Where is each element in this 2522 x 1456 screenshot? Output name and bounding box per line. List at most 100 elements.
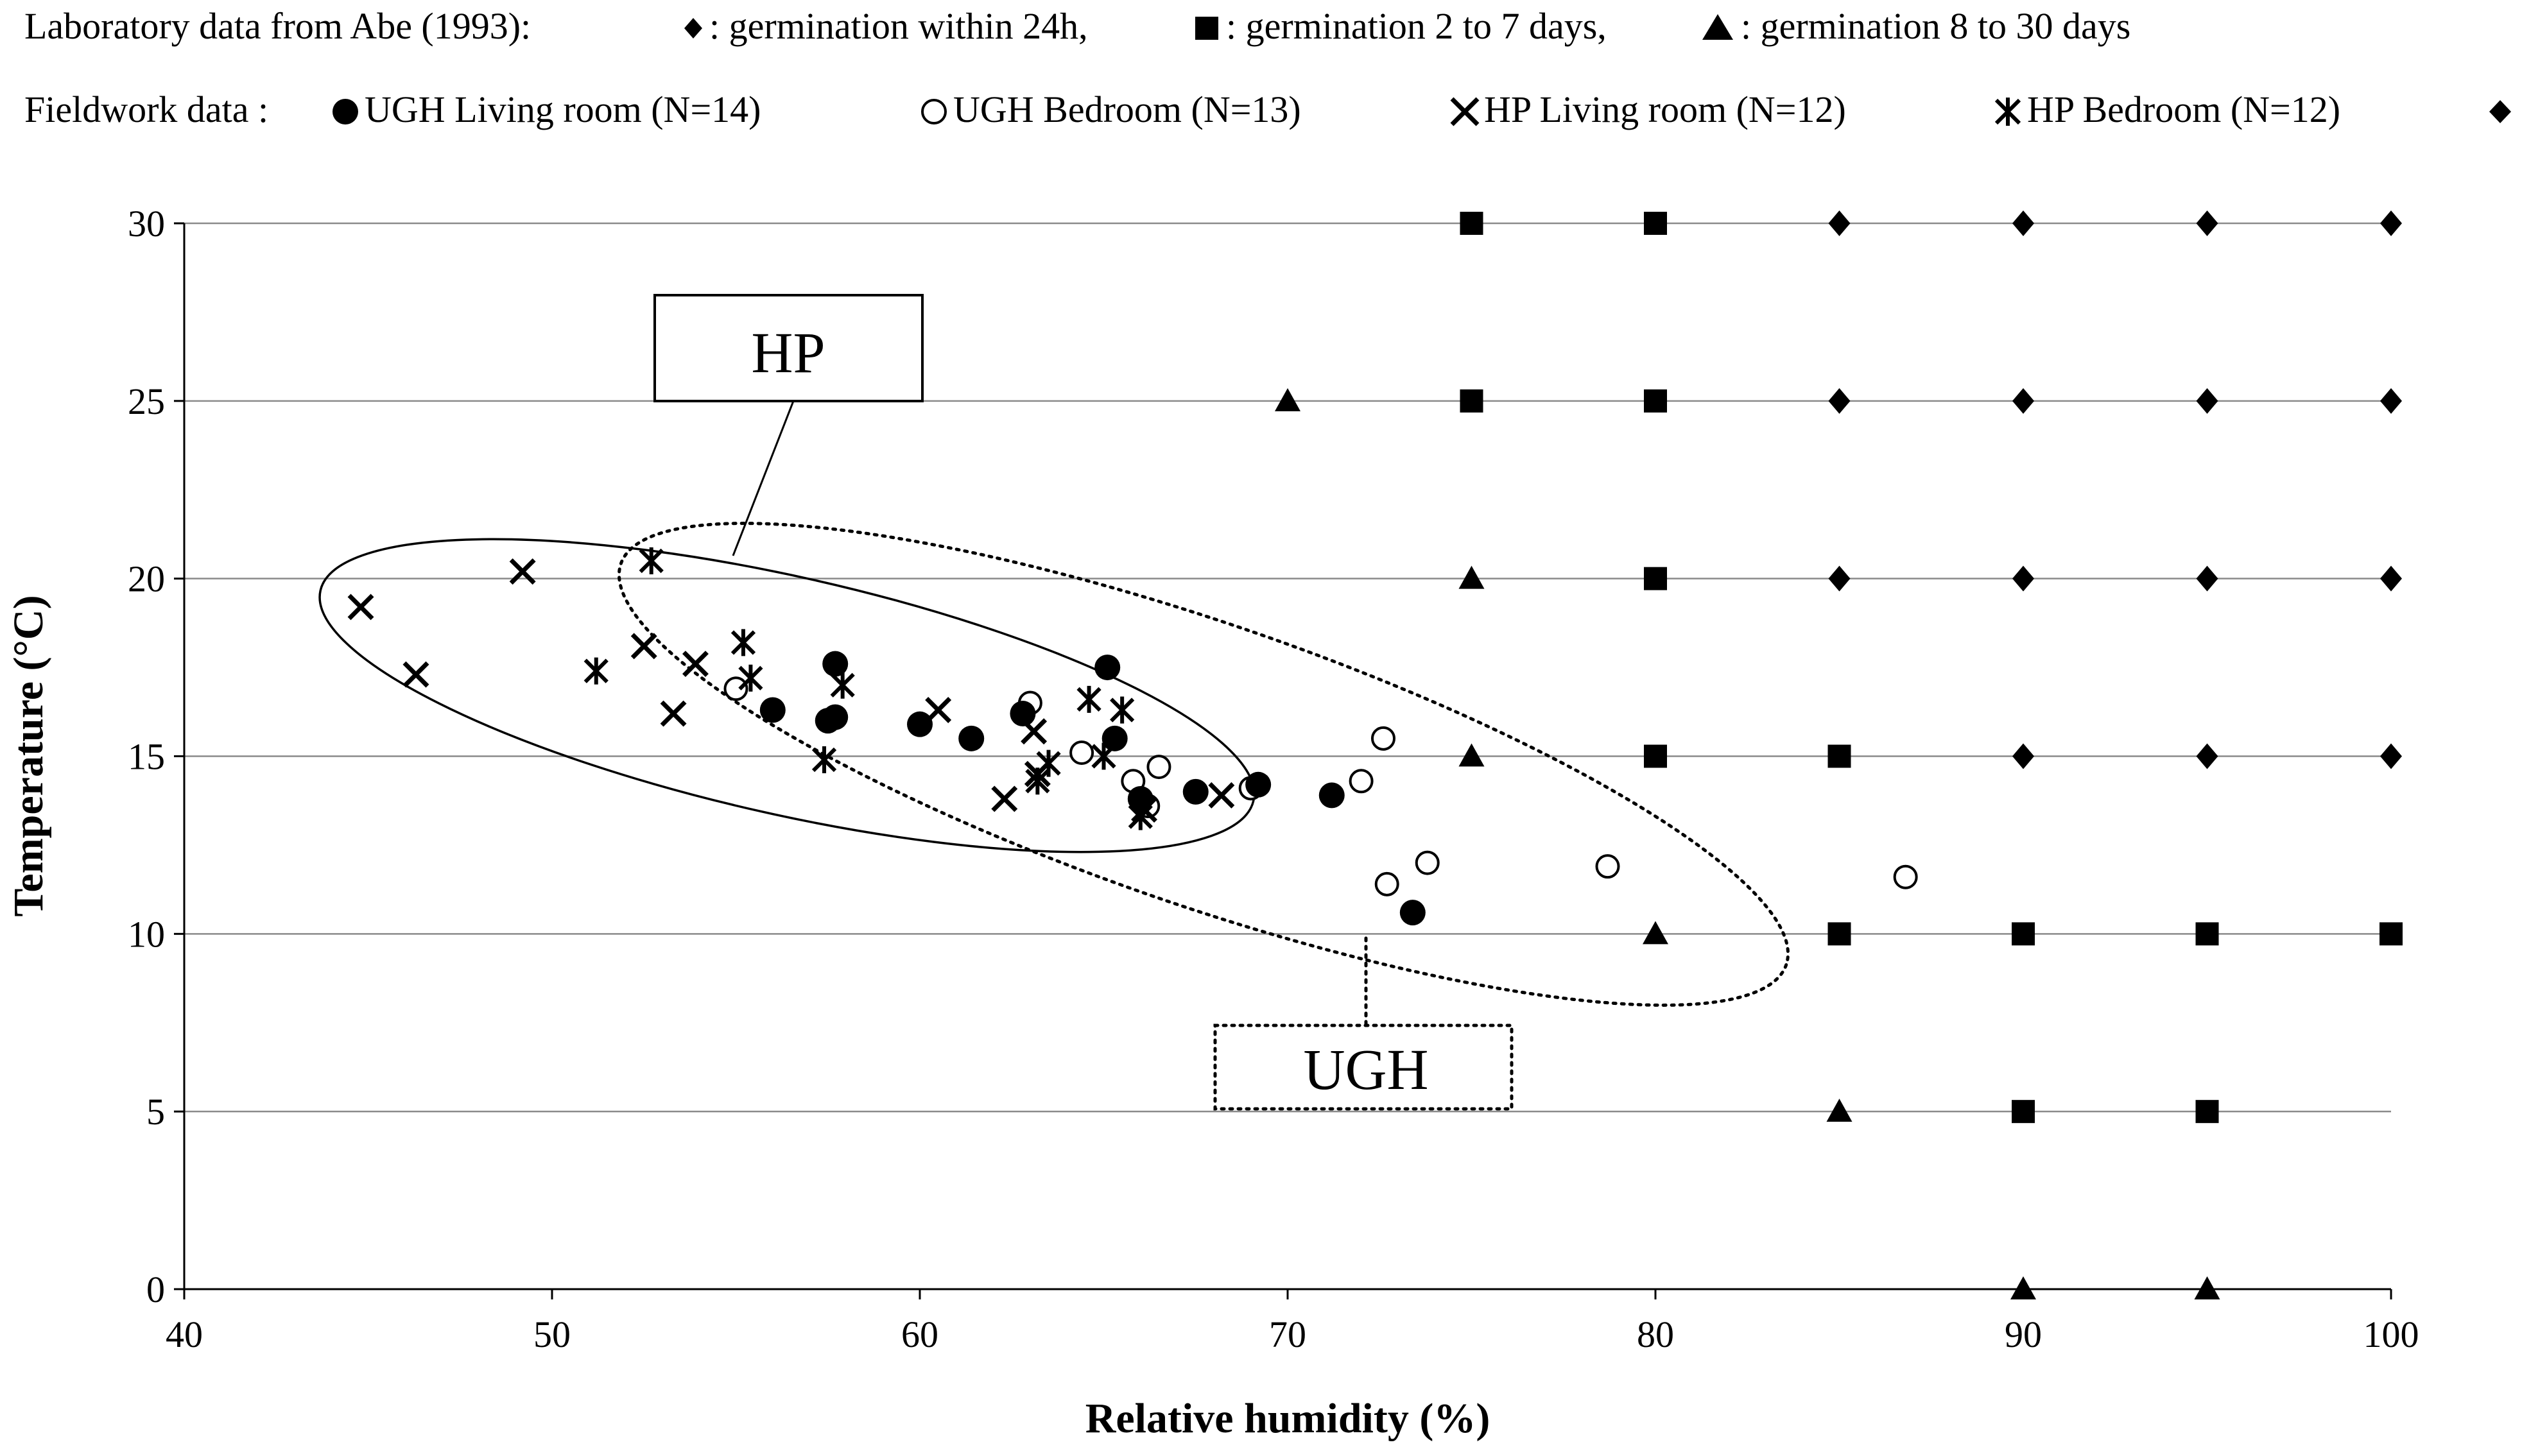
data-point-filled-circle — [1245, 771, 1272, 798]
ugh-label: UGH — [1304, 1038, 1429, 1102]
data-point-filled-circle — [1318, 782, 1345, 809]
legend-x-icon — [1450, 97, 1480, 126]
x-ticks: 40 50 60 70 80 90 100 — [166, 1289, 2419, 1355]
data-point-triangle — [2194, 1276, 2220, 1299]
data-point-diamond — [2380, 210, 2402, 236]
data-point-triangle — [1458, 743, 1485, 767]
data-point-x — [402, 661, 429, 688]
data-point-diamond — [1828, 565, 1851, 592]
data-point-square — [2195, 922, 2219, 946]
legend-filled-circle-icon — [333, 99, 358, 124]
data-point-diamond — [2380, 743, 2402, 769]
data-point-filled-circle — [1182, 778, 1209, 805]
data-point-triangle — [1275, 388, 1300, 411]
ugh-ellipse — [617, 522, 1790, 1007]
data-point-filled-circle — [1127, 785, 1153, 812]
x-axis-label: Relative humidity (%) — [1085, 1395, 1490, 1442]
legend-square-icon — [1195, 17, 1218, 40]
data-point-filled-circle — [822, 704, 849, 730]
legend-field-item-2: UGH Bedroom (N=13) — [953, 89, 1301, 130]
y-tick-label: 20 — [128, 558, 165, 600]
y-tick-label: 5 — [146, 1091, 165, 1133]
data-point-square — [2012, 922, 2035, 946]
data-point-triangle — [1643, 921, 1668, 945]
data-point-x — [1208, 782, 1235, 809]
hp-label-box — [653, 294, 924, 402]
data-point-open-circle — [1349, 769, 1374, 794]
data-point-triangle — [2010, 1276, 2036, 1299]
y-tick-label: 0 — [146, 1269, 165, 1310]
legend-lab: Laboratory data from Abe (1993): : germi… — [24, 5, 2130, 47]
data-point-asterisk — [730, 629, 756, 656]
data-point-x — [991, 785, 1018, 812]
data-point-filled-circle — [759, 697, 786, 723]
x-tick-label: 70 — [1269, 1314, 1306, 1355]
data-point-open-circle — [1893, 864, 1918, 889]
data-point-square — [2379, 922, 2403, 946]
data-point-square — [1460, 389, 1483, 413]
legend-diamond-trailing-icon — [2489, 100, 2511, 123]
data-point-square — [1644, 567, 1667, 590]
hp-callout-line — [732, 400, 795, 556]
legend-field-item-4: HP Bedroom (N=12) — [2027, 89, 2340, 130]
data-point-x — [682, 651, 709, 678]
legend-field: Fieldwork data : UGH Living room (N=14) … — [24, 89, 2511, 130]
y-tick-label: 10 — [128, 913, 165, 955]
legend-diamond-icon — [684, 18, 702, 39]
data-point-asterisk — [1110, 696, 1135, 724]
data-point-filled-circle — [1399, 900, 1426, 926]
x-tick-label: 50 — [533, 1314, 571, 1355]
data-point-asterisk — [1076, 685, 1101, 713]
legend-field-prefix: Fieldwork data : — [24, 89, 268, 130]
legend-triangle-icon — [1702, 14, 1733, 40]
hp-label: HP — [751, 321, 825, 385]
data-point-diamond — [2196, 565, 2218, 592]
data-point-square — [1644, 744, 1667, 768]
data-point-asterisk — [583, 657, 609, 685]
x-tick-label: 90 — [2005, 1314, 2042, 1355]
data-point-filled-circle — [1010, 701, 1036, 727]
ugh-annotation: UGH — [617, 522, 1790, 1111]
y-tick-label: 30 — [128, 203, 165, 244]
data-point-asterisk — [830, 671, 855, 699]
data-point-open-circle — [723, 676, 748, 701]
hp-annotation: HP — [318, 294, 1256, 853]
data-point-triangle — [1458, 565, 1485, 589]
data-point-square — [1644, 212, 1667, 235]
data-point-diamond — [1828, 388, 1851, 414]
x-tick-label: 80 — [1637, 1314, 1674, 1355]
x-tick-label: 60 — [901, 1314, 938, 1355]
y-tick-label: 25 — [128, 381, 165, 422]
legend-asterisk-icon — [1994, 98, 2021, 126]
data-marks — [347, 210, 2403, 1299]
data-point-filled-circle — [1094, 655, 1121, 681]
data-point-open-circle — [1595, 854, 1620, 879]
data-point-diamond — [2196, 388, 2218, 414]
data-point-filled-circle — [1101, 725, 1128, 751]
data-point-x — [509, 558, 536, 585]
legend-field-item-3: HP Living room (N=12) — [1484, 89, 1846, 130]
data-point-diamond — [2012, 388, 2034, 414]
data-point-filled-circle — [822, 651, 849, 677]
data-point-triangle — [1826, 1099, 1853, 1122]
data-point-filled-circle — [958, 725, 985, 751]
x-tick-label: 40 — [166, 1314, 203, 1355]
data-point-x — [1024, 760, 1051, 787]
data-point-square — [1827, 922, 1851, 946]
legend-lab-item-3: : germination 8 to 30 days — [1741, 5, 2130, 47]
data-point-diamond — [2012, 743, 2034, 769]
data-point-asterisk — [639, 547, 664, 574]
data-point-open-circle — [1374, 871, 1399, 896]
data-point-asterisk — [738, 664, 763, 692]
ugh-label-box — [1213, 1023, 1514, 1111]
data-point-diamond — [2380, 565, 2402, 592]
data-point-square — [2012, 1100, 2035, 1124]
legend-lab-item-1: : germination within 24h, — [709, 5, 1088, 47]
data-point-open-circle — [1069, 740, 1094, 765]
data-point-square — [1460, 212, 1483, 235]
y-ticks: 0 5 10 15 20 25 30 — [128, 203, 184, 1310]
y-gridlines — [184, 222, 2391, 1113]
y-axis-label: Temperature (°C) — [5, 595, 52, 916]
x-tick-label: 100 — [2363, 1314, 2419, 1355]
